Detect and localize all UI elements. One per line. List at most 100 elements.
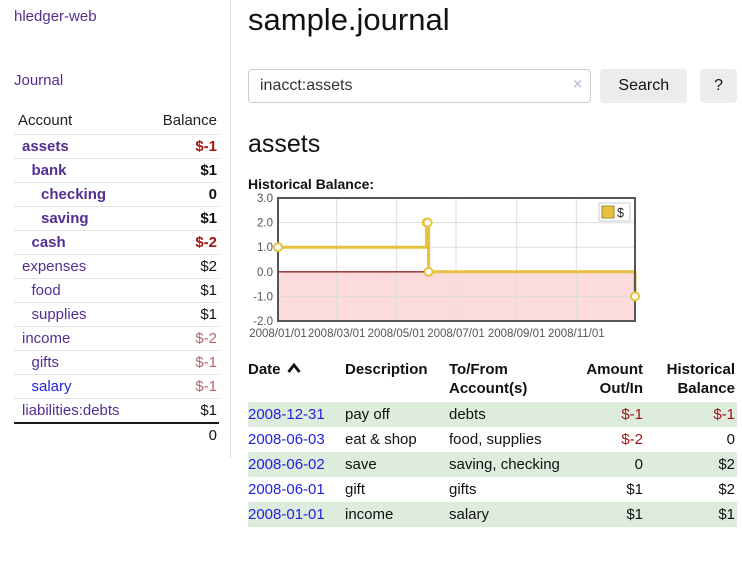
- account-row: gifts $-1: [14, 350, 219, 375]
- accounts-header-account: Account: [18, 112, 73, 129]
- transaction-amount: $1: [626, 506, 643, 523]
- column-header-label: Description: [345, 361, 428, 378]
- account-link[interactable]: liabilities:debts: [22, 402, 120, 419]
- accounts-header-balance: Balance: [162, 112, 217, 129]
- account-link[interactable]: supplies: [31, 306, 87, 323]
- x-axis-tick-label: 2008/09/01: [488, 328, 546, 340]
- account-row: income $-2: [14, 326, 219, 351]
- sidebar: hledger-web Journal Account Balance asse…: [0, 0, 231, 458]
- account-balance: $1: [200, 306, 217, 323]
- account-link[interactable]: assets: [22, 138, 69, 155]
- transaction-balance: $-1: [713, 406, 735, 423]
- account-link[interactable]: income: [22, 330, 71, 347]
- transaction-amount: $1: [626, 481, 643, 498]
- account-balance: $1: [200, 210, 217, 227]
- account-balance: $1: [200, 162, 217, 179]
- account-row: liabilities:debts $1: [14, 398, 219, 423]
- x-axis-tick-label: 2008/03/01: [308, 328, 366, 340]
- x-axis-tick-label: 2008/05/01: [368, 328, 426, 340]
- legend-label: $: [617, 206, 624, 220]
- column-header-date[interactable]: Date: [248, 358, 345, 402]
- transaction-row: 2008-06-02 save saving, checking 0 $2: [248, 452, 737, 477]
- transaction-date-link[interactable]: 2008-06-01: [248, 481, 325, 498]
- transaction-accounts: gifts: [449, 481, 477, 498]
- column-header-label: Amount: [586, 361, 643, 378]
- y-axis-tick-label: 1.0: [257, 242, 273, 254]
- transaction-date-link[interactable]: 2008-01-01: [248, 506, 325, 523]
- transaction-date-link[interactable]: 2008-12-31: [248, 406, 325, 423]
- account-balance: $-1: [195, 138, 217, 155]
- sort-ascending-icon: [286, 362, 301, 373]
- account-link[interactable]: gifts: [31, 354, 60, 371]
- historical-balance-chart: $3.0 2.0 1.0 0.0 -1.0 -2.0 2008/01/01 2008/03/0…: [242, 193, 737, 348]
- column-header-label: Balance: [677, 380, 735, 397]
- transaction-accounts: saving, checking: [449, 456, 560, 473]
- accounts-table: Account Balance assets $-1 bank $1 checking 0…: [14, 109, 219, 447]
- transaction-accounts: food, supplies: [449, 431, 542, 448]
- transaction-amount: 0: [634, 456, 643, 473]
- x-axis-tick-label: 2008/01/01: [249, 328, 307, 340]
- column-header-amt: Amount Out/In: [565, 358, 645, 402]
- transaction-balance: $2: [718, 456, 735, 473]
- accounts-total-spacer: [14, 422, 146, 447]
- account-row: cash $-2: [14, 230, 219, 255]
- account-link[interactable]: salary: [31, 378, 72, 395]
- account-title: assets: [248, 130, 321, 158]
- transaction-accounts: salary: [449, 506, 490, 523]
- transaction-row: 2008-01-01 income salary $1 $1: [248, 502, 737, 527]
- app-brand-link[interactable]: hledger-web: [14, 8, 97, 25]
- transaction-amount: $-1: [621, 406, 643, 423]
- account-row: checking 0: [14, 182, 219, 207]
- account-link[interactable]: saving: [41, 210, 89, 227]
- account-row: saving $1: [14, 206, 219, 231]
- account-link[interactable]: checking: [41, 186, 107, 203]
- register-header-row: Date Description To/From Account(s) Amount Ou…: [248, 358, 737, 402]
- column-header-label: Historical: [666, 361, 735, 378]
- account-balance: $-1: [195, 378, 217, 395]
- account-balance: $-1: [195, 354, 217, 371]
- transaction-balance: $1: [718, 506, 735, 523]
- transaction-date-link[interactable]: 2008-06-02: [248, 456, 325, 473]
- accounts-total-value: 0: [145, 422, 219, 447]
- account-row: supplies $1: [14, 302, 219, 327]
- chart-title: Historical Balance:: [248, 176, 375, 192]
- account-link[interactable]: food: [31, 282, 61, 299]
- sidebar-item-journal[interactable]: Journal: [14, 72, 64, 89]
- transaction-accounts: debts: [449, 406, 486, 423]
- account-link[interactable]: bank: [31, 162, 67, 179]
- transaction-description: income: [345, 506, 394, 523]
- transaction-balance: $2: [718, 481, 735, 498]
- transaction-row: 2008-06-01 gift gifts $1 $2: [248, 477, 737, 502]
- search-button[interactable]: Search: [600, 69, 688, 103]
- transaction-description: save: [345, 456, 377, 473]
- accounts-header-row: Account Balance: [14, 109, 219, 135]
- account-balance: $-2: [195, 234, 217, 251]
- transaction-description: pay off: [345, 406, 390, 423]
- transaction-date-link[interactable]: 2008-06-03: [248, 431, 325, 448]
- account-link[interactable]: cash: [31, 234, 66, 251]
- column-header-label: Out/In: [599, 380, 643, 397]
- clear-search-icon[interactable]: ×: [573, 76, 583, 93]
- account-balance: $2: [200, 258, 217, 275]
- page-title: sample.journal: [248, 2, 450, 37]
- help-button[interactable]: ?: [700, 69, 737, 103]
- x-axis-tick-label: 2008/11/01: [548, 328, 605, 340]
- y-axis-tick-label: 2.0: [257, 218, 273, 230]
- account-balance: $1: [200, 282, 217, 299]
- transaction-description: eat & shop: [345, 431, 417, 448]
- y-axis-tick-label: 3.0: [257, 193, 273, 205]
- transaction-balance: 0: [726, 431, 735, 448]
- account-link[interactable]: expenses: [22, 258, 87, 275]
- account-row: expenses $2: [14, 254, 219, 279]
- column-header-label: Date: [248, 361, 281, 378]
- account-row: assets $-1: [14, 134, 219, 159]
- column-header-desc: Description: [345, 358, 449, 402]
- column-header-label: Account(s): [449, 380, 528, 397]
- account-balance: $1: [200, 402, 217, 419]
- transaction-amount: $-2: [621, 431, 643, 448]
- account-row: food $1: [14, 278, 219, 303]
- column-header-acct: To/From Account(s): [449, 358, 565, 402]
- search-input[interactable]: [248, 69, 592, 103]
- main-content: sample.journal × Search ? assets Histori…: [248, 0, 737, 527]
- account-balance: 0: [208, 186, 217, 203]
